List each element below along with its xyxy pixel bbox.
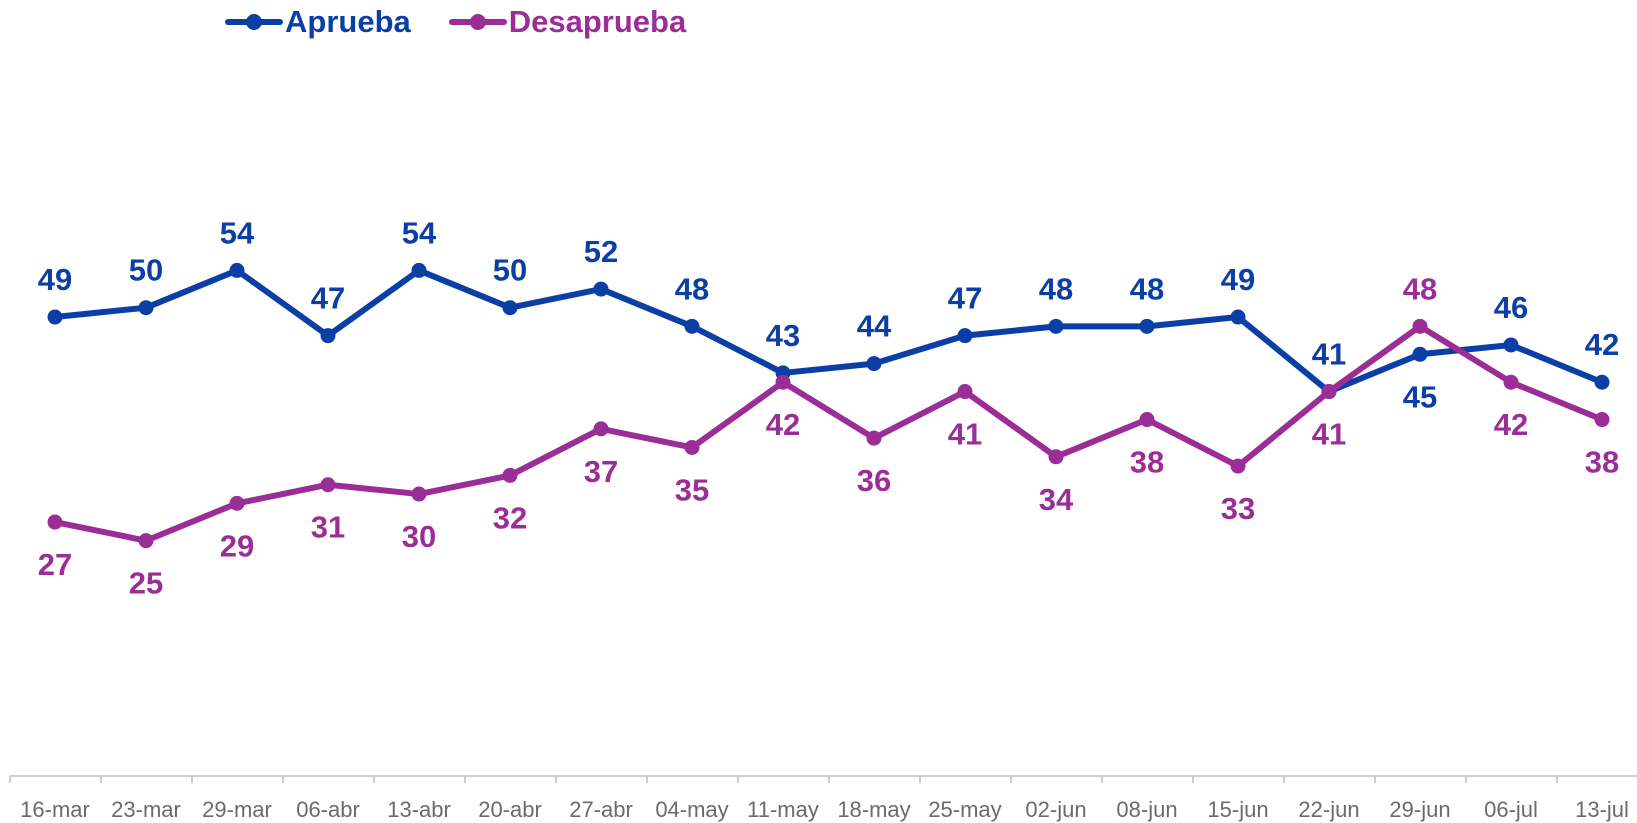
data-point-desaprueba[interactable] <box>502 467 518 483</box>
data-point-aprueba[interactable] <box>866 356 882 372</box>
data-label-desaprueba: 36 <box>857 463 891 498</box>
data-label-aprueba: 43 <box>766 318 800 353</box>
data-label-desaprueba: 34 <box>1039 482 1074 517</box>
data-label-desaprueba: 41 <box>1312 417 1346 452</box>
data-point-aprueba[interactable] <box>1503 337 1519 353</box>
data-label-aprueba: 44 <box>857 309 892 344</box>
data-label-aprueba: 48 <box>1039 271 1073 306</box>
data-point-aprueba[interactable] <box>47 309 63 325</box>
data-label-aprueba: 52 <box>584 234 618 269</box>
data-label-aprueba: 49 <box>38 262 72 297</box>
data-point-desaprueba[interactable] <box>229 495 245 511</box>
legend-swatch-aprueba <box>225 14 283 30</box>
data-point-desaprueba[interactable] <box>1230 458 1246 474</box>
data-label-desaprueba: 48 <box>1403 271 1437 306</box>
series-line-desaprueba <box>52 323 1605 544</box>
legend: Aprueba Desaprueba <box>225 4 686 40</box>
data-point-desaprueba[interactable] <box>957 384 973 400</box>
data-label-aprueba: 47 <box>948 281 982 316</box>
data-point-aprueba[interactable] <box>138 300 154 316</box>
data-point-aprueba[interactable] <box>502 300 518 316</box>
data-label-desaprueba: 42 <box>766 407 800 442</box>
data-point-desaprueba[interactable] <box>1503 374 1519 390</box>
data-label-aprueba: 50 <box>129 253 163 288</box>
data-point-aprueba[interactable] <box>1230 309 1246 325</box>
data-point-desaprueba[interactable] <box>1139 412 1155 428</box>
x-tick-label: 18-may <box>837 797 910 822</box>
data-point-aprueba[interactable] <box>1139 318 1155 334</box>
data-label-desaprueba: 38 <box>1130 445 1164 480</box>
legend-item-aprueba[interactable]: Aprueba <box>225 4 411 40</box>
data-point-desaprueba[interactable] <box>47 514 63 530</box>
x-tick-label: 25-may <box>928 797 1001 822</box>
data-point-desaprueba[interactable] <box>684 439 700 455</box>
data-label-aprueba: 54 <box>220 215 255 250</box>
x-tick-label: 11-may <box>747 797 819 822</box>
data-label-desaprueba: 37 <box>584 454 618 489</box>
x-tick-label: 06-abr <box>296 797 360 822</box>
x-tick-label: 13-abr <box>387 797 451 822</box>
data-label-aprueba: 47 <box>311 281 345 316</box>
x-tick-label: 27-abr <box>569 797 633 822</box>
data-label-aprueba: 48 <box>675 271 709 306</box>
data-label-desaprueba: 29 <box>220 528 254 563</box>
data-point-aprueba[interactable] <box>320 328 336 344</box>
data-label-aprueba: 50 <box>493 253 527 288</box>
data-point-aprueba[interactable] <box>411 262 427 278</box>
data-label-desaprueba: 30 <box>402 519 436 554</box>
x-tick-label: 29-mar <box>202 797 272 822</box>
x-tick-label: 04-may <box>655 797 728 822</box>
x-tick-label: 02-jun <box>1025 797 1086 822</box>
legend-swatch-desaprueba <box>448 14 507 30</box>
data-label-aprueba: 42 <box>1585 327 1619 362</box>
data-label-aprueba: 48 <box>1130 271 1164 306</box>
data-point-aprueba[interactable] <box>1048 318 1064 334</box>
data-label-desaprueba: 35 <box>675 472 709 507</box>
data-label-aprueba: 49 <box>1221 262 1255 297</box>
data-point-desaprueba[interactable] <box>593 421 609 437</box>
legend-label-desaprueba: Desaprueba <box>508 4 687 39</box>
data-label-desaprueba: 25 <box>129 566 163 601</box>
x-tick-label: 16-mar <box>20 797 90 822</box>
x-tick-label: 13-jul <box>1575 797 1629 822</box>
data-point-desaprueba[interactable] <box>411 486 427 502</box>
data-point-aprueba[interactable] <box>684 318 700 334</box>
legend-item-desaprueba[interactable]: Desaprueba <box>448 4 687 40</box>
x-tick-label: 15-jun <box>1207 797 1268 822</box>
data-point-desaprueba[interactable] <box>138 533 154 549</box>
data-point-desaprueba[interactable] <box>320 477 336 493</box>
data-point-aprueba[interactable] <box>1594 374 1610 390</box>
x-tick-label: 29-jun <box>1389 797 1450 822</box>
data-point-aprueba[interactable] <box>593 281 609 297</box>
data-label-desaprueba: 32 <box>493 500 527 535</box>
x-tick-label: 08-jun <box>1116 797 1177 822</box>
data-point-desaprueba[interactable] <box>775 374 791 390</box>
data-point-desaprueba[interactable] <box>1321 384 1337 400</box>
data-label-desaprueba: 27 <box>38 547 72 582</box>
series-line-aprueba <box>52 267 1605 395</box>
data-label-aprueba: 46 <box>1494 290 1528 325</box>
data-label-desaprueba: 33 <box>1221 491 1255 526</box>
data-point-desaprueba[interactable] <box>1048 449 1064 465</box>
x-tick-label: 22-jun <box>1298 797 1359 822</box>
x-tick-label: 23-mar <box>111 797 181 822</box>
x-tick-label: 06-jul <box>1484 797 1538 822</box>
legend-label-aprueba: Aprueba <box>285 4 411 39</box>
data-point-aprueba[interactable] <box>957 328 973 344</box>
data-label-desaprueba: 41 <box>948 417 982 452</box>
data-label-aprueba: 41 <box>1312 337 1346 372</box>
data-label-desaprueba: 38 <box>1585 445 1619 480</box>
data-label-aprueba: 45 <box>1403 379 1437 414</box>
data-point-desaprueba[interactable] <box>866 430 882 446</box>
data-label-aprueba: 54 <box>402 215 437 250</box>
x-tick-label: 20-abr <box>478 797 542 822</box>
data-point-aprueba[interactable] <box>229 262 245 278</box>
data-point-desaprueba[interactable] <box>1594 412 1610 428</box>
data-label-desaprueba: 42 <box>1494 407 1528 442</box>
data-label-desaprueba: 31 <box>311 510 345 545</box>
data-point-aprueba[interactable] <box>1412 346 1428 362</box>
data-point-desaprueba[interactable] <box>1412 318 1428 334</box>
